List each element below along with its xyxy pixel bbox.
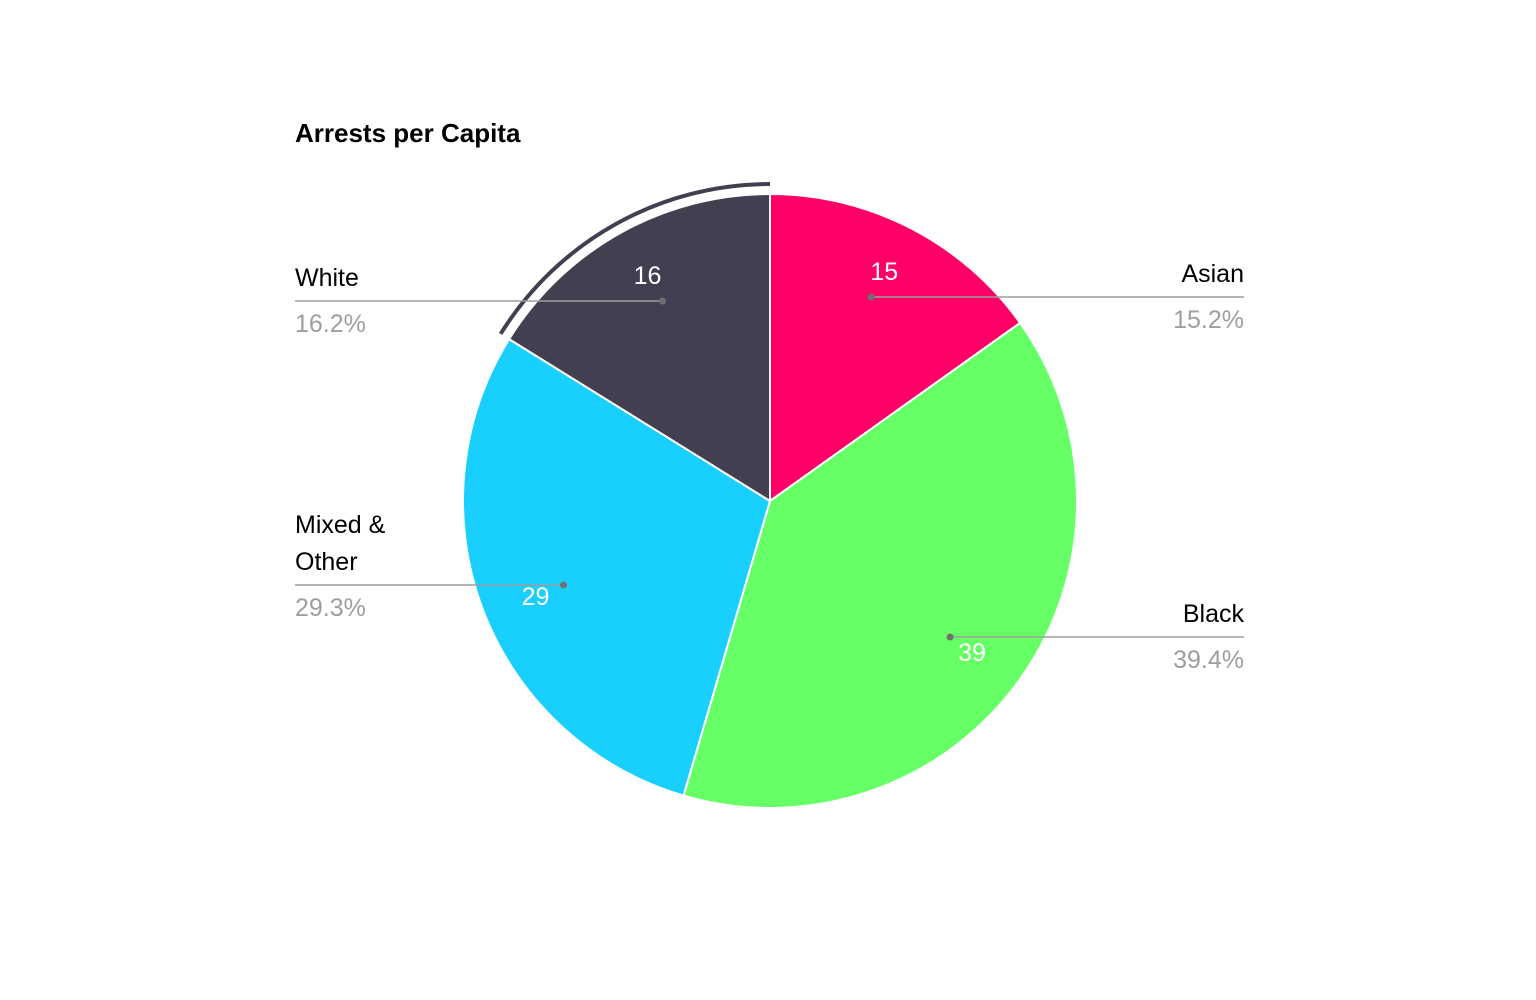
slice-value-black: 39 bbox=[958, 639, 986, 667]
slices-layer bbox=[462, 182, 1078, 809]
pie-slice-black[interactable] bbox=[682, 321, 1078, 809]
leader-dot-mixed-other bbox=[560, 581, 568, 589]
leader-dot-asian bbox=[867, 293, 875, 301]
legend-percent-white: 16.2% bbox=[295, 310, 366, 338]
legend-name-asian: Asian bbox=[1181, 260, 1244, 288]
pie-slice-asian[interactable] bbox=[769, 192, 1022, 503]
labels-layer: 15 Asian 15.2% 39 Black 39.4% 29 Mixed & Other 29… bbox=[295, 258, 1244, 674]
slice-value-white: 16 bbox=[634, 262, 662, 290]
legend-name-black: Black bbox=[1183, 600, 1245, 628]
chart-title: Arrests per Capita bbox=[295, 118, 521, 148]
slice-value-mixed-other: 29 bbox=[522, 583, 550, 611]
leader-dot-black bbox=[946, 633, 954, 641]
highlight-arc-white bbox=[498, 182, 771, 335]
legend-name-white: White bbox=[295, 264, 359, 292]
pie-slice-white[interactable] bbox=[507, 192, 771, 503]
legend-percent-black: 39.4% bbox=[1173, 646, 1244, 674]
pie-slice-mixed-other[interactable] bbox=[462, 337, 772, 797]
legend-name-mixed-other: Mixed & Other bbox=[295, 511, 386, 576]
leader-dot-white bbox=[659, 297, 667, 305]
slice-value-asian: 15 bbox=[870, 258, 898, 286]
legend-percent-mixed-other: 29.3% bbox=[295, 594, 366, 622]
legend-percent-asian: 15.2% bbox=[1173, 306, 1244, 334]
